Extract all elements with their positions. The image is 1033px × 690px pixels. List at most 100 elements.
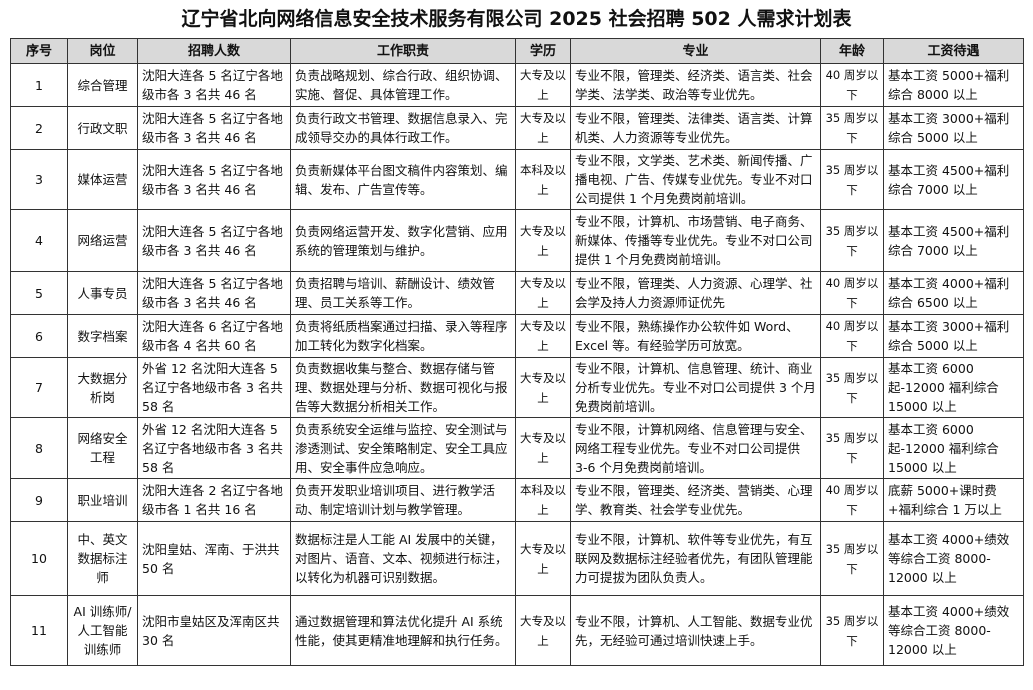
table-cell: 大专及以上 — [515, 63, 571, 107]
table-cell: 大专及以上 — [515, 209, 571, 272]
table-cell: 基本工资 6000 起-12000 福利综合 15000 以上 — [883, 417, 1024, 479]
table-cell: 沈阳大连各 6 名辽宁各地级市各 4 名共 60 名 — [137, 314, 291, 358]
table-row: 11 AI 训练师/人工智能训练师 沈阳市皇姑区及浑南区共 30 名通过数据管理和算… — [10, 595, 1024, 666]
table-cell: 40 周岁以下 — [820, 314, 884, 358]
table-cell: 网络运营 — [67, 209, 138, 272]
table-cell: 本科及以上 — [515, 478, 571, 522]
header-cell: 专业 — [570, 38, 821, 64]
table-row: 10 中、英文数据标注师 沈阳皇姑、浑南、于洪共 50 名数据标注是人工能 AI 发… — [10, 521, 1024, 596]
table-cell: 职业培训 — [67, 478, 138, 522]
table-row: 7 大数据分析岗 外省 12 名沈阳大连各 5 名辽宁各地级市各 3 名共 58 名… — [10, 357, 1024, 418]
table-cell: 专业不限，计算机、市场营销、电子商务、新媒体、传播等专业优先。专业不对口公司提供… — [570, 209, 821, 272]
table-cell: 2 — [10, 106, 68, 150]
table-body: 1 综合管理 沈阳大连各 5 名辽宁各地级市各 3 名共 46 名负责战略规划、综合… — [10, 63, 1024, 666]
table-cell: 35 周岁以下 — [820, 357, 884, 418]
table-cell: 数据标注是人工能 AI 发展中的关键，对图片、语音、文本、视频进行标注，以转化为… — [290, 521, 516, 596]
table-cell: 媒体运营 — [67, 149, 138, 210]
table-cell: 大专及以上 — [515, 521, 571, 596]
table-cell: 6 — [10, 314, 68, 358]
table-cell: 9 — [10, 478, 68, 522]
table-cell: 本科及以上 — [515, 149, 571, 210]
table-row: 6 数字档案 沈阳大连各 6 名辽宁各地级市各 4 名共 60 名负责将纸质档案通过… — [10, 314, 1024, 358]
table-cell: 3 — [10, 149, 68, 210]
table-cell: AI 训练师/人工智能训练师 — [67, 595, 138, 666]
table-cell: 沈阳皇姑、浑南、于洪共 50 名 — [137, 521, 291, 596]
table-cell: 专业不限，管理类、经济类、语言类、社会学类、法学类、政治等专业优先。 — [570, 63, 821, 107]
header-cell: 岗位 — [67, 38, 138, 64]
table-cell: 基本工资 5000+福利综合 8000 以上 — [883, 63, 1024, 107]
header-cell: 工资待遇 — [883, 38, 1024, 64]
table-cell: 行政文职 — [67, 106, 138, 150]
table-cell: 专业不限，熟练操作办公软件如 Word、Excel 等。有经验学历可放宽。 — [570, 314, 821, 358]
header-cell: 招聘人数 — [137, 38, 291, 64]
table-cell: 负责将纸质档案通过扫描、录入等程序加工转化为数字化档案。 — [290, 314, 516, 358]
table-row: 2 行政文职 沈阳大连各 5 名辽宁各地级市各 3 名共 46 名负责行政文书管理、… — [10, 106, 1024, 150]
table-cell: 大专及以上 — [515, 357, 571, 418]
table-cell: 专业不限，管理类、法律类、语言类、计算机类、人力资源等专业优先。 — [570, 106, 821, 150]
table-cell: 大专及以上 — [515, 314, 571, 358]
table-cell: 基本工资 4000+福利综合 6500 以上 — [883, 271, 1024, 315]
table-cell: 专业不限，管理类、人力资源、心理学、社会学及持人力资源师证优先 — [570, 271, 821, 315]
table-row: 5 人事专员 沈阳大连各 5 名辽宁各地级市各 3 名共 46 名负责招聘与培训、薪… — [10, 271, 1024, 315]
table-cell: 基本工资 4500+福利综合 7000 以上 — [883, 209, 1024, 272]
table-cell: 40 周岁以下 — [820, 478, 884, 522]
table-cell: 负责战略规划、综合行政、组织协调、实施、督促、具体管理工作。 — [290, 63, 516, 107]
table-cell: 大专及以上 — [515, 595, 571, 666]
table-cell: 沈阳大连各 5 名辽宁各地级市各 3 名共 46 名 — [137, 271, 291, 315]
table-cell: 沈阳大连各 5 名辽宁各地级市各 3 名共 46 名 — [137, 106, 291, 150]
table-cell: 5 — [10, 271, 68, 315]
table-cell: 8 — [10, 417, 68, 479]
table-row: 9 职业培训 沈阳大连各 2 名辽宁各地级市各 1 名共 16 名负责开发职业培训项… — [10, 478, 1024, 522]
table-cell: 基本工资 3000+福利综合 5000 以上 — [883, 314, 1024, 358]
table-cell: 35 周岁以下 — [820, 106, 884, 150]
table-cell: 10 — [10, 521, 68, 596]
table-cell: 40 周岁以下 — [820, 271, 884, 315]
table-cell: 基本工资 6000 起-12000 福利综合 15000 以上 — [883, 357, 1024, 418]
table-cell: 35 周岁以下 — [820, 595, 884, 666]
header-cell: 学历 — [515, 38, 571, 64]
table-cell: 35 周岁以下 — [820, 417, 884, 479]
table-cell: 基本工资 4000+绩效等综合工资 8000-12000 以上 — [883, 595, 1024, 666]
table-cell: 综合管理 — [67, 63, 138, 107]
table-cell: 基本工资 4000+绩效等综合工资 8000-12000 以上 — [883, 521, 1024, 596]
table-cell: 40 周岁以下 — [820, 63, 884, 107]
table-cell: 1 — [10, 63, 68, 107]
table-cell: 35 周岁以下 — [820, 149, 884, 210]
table-cell: 大专及以上 — [515, 106, 571, 150]
table-cell: 专业不限，文学类、艺术类、新闻传播、广播电视、广告、传媒专业优先。专业不对口公司… — [570, 149, 821, 210]
table-cell: 负责行政文书管理、数据信息录入、完成领导交办的具体行政工作。 — [290, 106, 516, 150]
page-title: 辽宁省北向网络信息安全技术服务有限公司 2025 社会招聘 502 人需求计划表 — [181, 8, 852, 30]
table-cell: 人事专员 — [67, 271, 138, 315]
table-row: 3 媒体运营 沈阳大连各 5 名辽宁各地级市各 3 名共 46 名负责新媒体平台图文… — [10, 149, 1024, 210]
table-cell: 沈阳大连各 5 名辽宁各地级市各 3 名共 46 名 — [137, 63, 291, 107]
table-cell: 沈阳大连各 2 名辽宁各地级市各 1 名共 16 名 — [137, 478, 291, 522]
table-cell: 沈阳市皇姑区及浑南区共 30 名 — [137, 595, 291, 666]
header-row: 序号 岗位 招聘人数 工作职责 学历 专业 年龄 工资待遇 — [10, 38, 1024, 64]
table-cell: 网络安全工程 — [67, 417, 138, 479]
table-cell: 专业不限，计算机、人工智能、数据专业优先，无经验可通过培训快速上手。 — [570, 595, 821, 666]
table-cell: 通过数据管理和算法优化提升 AI 系统性能，使其更精准地理解和执行任务。 — [290, 595, 516, 666]
header-cell: 工作职责 — [290, 38, 516, 64]
table-cell: 负责网络运营开发、数字化营销、应用系统的管理策划与维护。 — [290, 209, 516, 272]
table-cell: 大数据分析岗 — [67, 357, 138, 418]
table-cell: 大专及以上 — [515, 271, 571, 315]
table-cell: 数字档案 — [67, 314, 138, 358]
table-cell: 沈阳大连各 5 名辽宁各地级市各 3 名共 46 名 — [137, 149, 291, 210]
table-cell: 底薪 5000+课时费+福利综合 1 万以上 — [883, 478, 1024, 522]
table-cell: 负责开发职业培训项目、进行教学活动、制定培训计划与教学管理。 — [290, 478, 516, 522]
table-cell: 7 — [10, 357, 68, 418]
table-cell: 负责数据收集与整合、数据存储与管理、数据处理与分析、数据可视化与报告等大数据分析… — [290, 357, 516, 418]
recruit-table: 序号 岗位 招聘人数 工作职责 学历 专业 年龄 工资待遇 1 综合管理 沈阳大连各 5 名辽宁各… — [10, 38, 1024, 666]
table-cell: 基本工资 3000+福利综合 5000 以上 — [883, 106, 1024, 150]
table-cell: 负责新媒体平台图文稿件内容策划、编辑、发布、广告宣传等。 — [290, 149, 516, 210]
table-cell: 外省 12 名沈阳大连各 5 名辽宁各地级市各 3 名共 58 名 — [137, 417, 291, 479]
table-cell: 11 — [10, 595, 68, 666]
table-cell: 4 — [10, 209, 68, 272]
header-cell: 序号 — [10, 38, 68, 64]
table-cell: 大专及以上 — [515, 417, 571, 479]
table-cell: 专业不限，计算机、软件等专业优先，有互联网及数据标注经验者优先，有团队管理能力可… — [570, 521, 821, 596]
table-cell: 专业不限，管理类、经济类、营销类、心理学、教育类、社会学专业优先。 — [570, 478, 821, 522]
table-row: 1 综合管理 沈阳大连各 5 名辽宁各地级市各 3 名共 46 名负责战略规划、综合… — [10, 63, 1024, 107]
table-cell: 外省 12 名沈阳大连各 5 名辽宁各地级市各 3 名共 58 名 — [137, 357, 291, 418]
